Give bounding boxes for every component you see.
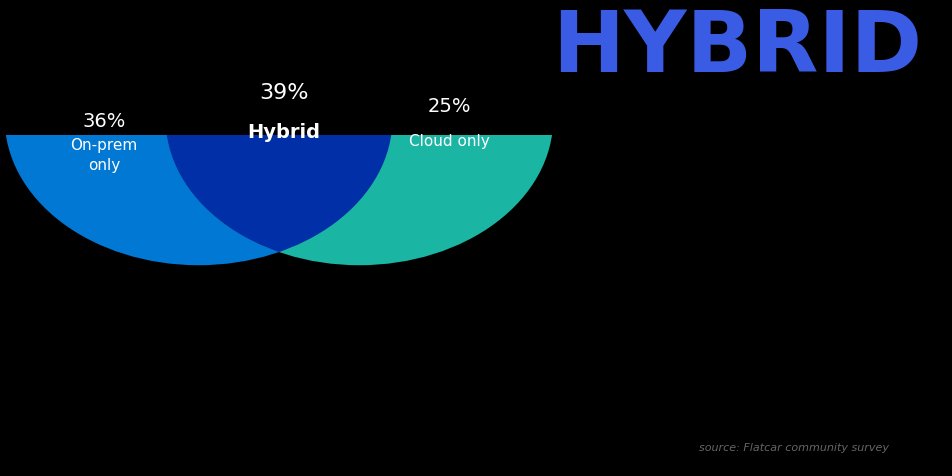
Bar [77, 38, 130, 50]
Circle shape [426, 10, 467, 41]
Text: 36%: 36% [82, 111, 126, 130]
Circle shape [166, 0, 553, 266]
Text: HYBRID: HYBRID [552, 7, 922, 89]
Text: 25%: 25% [427, 97, 471, 116]
Text: 39%: 39% [259, 82, 308, 102]
Circle shape [5, 0, 392, 266]
Circle shape [414, 25, 452, 54]
Text: source: Flatcar community survey: source: Flatcar community survey [699, 443, 889, 453]
Bar [87, 56, 121, 60]
Circle shape [445, 12, 483, 41]
Bar [102, 50, 106, 58]
Circle shape [166, 0, 553, 266]
Polygon shape [69, 23, 140, 38]
Circle shape [427, 12, 481, 52]
Text: On-prem
only: On-prem only [70, 138, 138, 172]
Text: Cloud only: Cloud only [408, 133, 489, 149]
Circle shape [454, 22, 495, 53]
Circle shape [90, 42, 95, 46]
Circle shape [113, 42, 118, 46]
FancyBboxPatch shape [414, 31, 494, 47]
Circle shape [102, 42, 107, 46]
Text: Hybrid: Hybrid [248, 123, 320, 142]
